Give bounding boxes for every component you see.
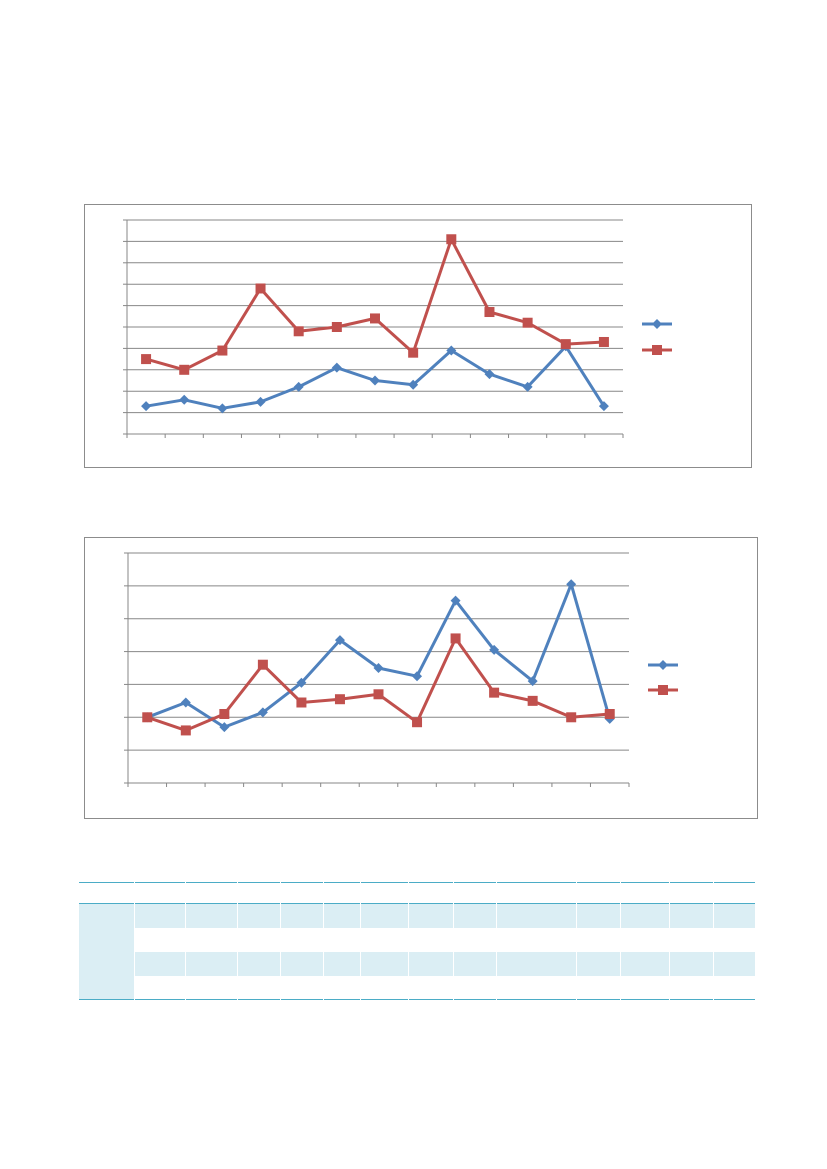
chart-1-plot [123, 219, 672, 438]
series-2-point [217, 345, 228, 356]
table-bottom-border [79, 999, 755, 1000]
series-2-point [255, 283, 266, 294]
table-header-border [79, 903, 755, 904]
series-2-point [293, 326, 304, 337]
series-1-point [370, 375, 380, 386]
series-1-point [450, 595, 461, 606]
series-2-point [446, 234, 457, 245]
legend-swatch-marker [652, 319, 662, 329]
table-column-divider [185, 882, 186, 1000]
series-1-point [446, 345, 457, 356]
series-2-point [489, 687, 500, 698]
series-1-point [180, 697, 191, 708]
chart-2-plot [124, 552, 678, 787]
series-1-point [296, 677, 307, 688]
series-1-point [179, 394, 190, 405]
table-column-divider [620, 882, 621, 1000]
series-1-point [566, 579, 577, 590]
series-1-point [141, 401, 152, 412]
table-column-divider [134, 882, 135, 1000]
legend-swatch-marker [652, 345, 662, 355]
series-2-point [598, 336, 609, 347]
series-2-point [141, 354, 152, 365]
table-column-divider [576, 882, 577, 1000]
table-column-divider [280, 882, 281, 1000]
series-1-point [257, 707, 268, 718]
series-2-point [566, 712, 577, 723]
series-2-point [180, 725, 191, 736]
series-1-point [331, 362, 342, 373]
series-2-point [522, 317, 533, 328]
series-2-point [604, 709, 615, 719]
series-2-point [179, 364, 190, 375]
table-row [79, 952, 755, 976]
table-column-divider [237, 882, 238, 1000]
table-column-divider [713, 882, 714, 1000]
series-2-point [560, 339, 571, 350]
series-2-point [257, 659, 268, 670]
table-row-label-cell [79, 928, 134, 952]
series-1-point [334, 635, 345, 646]
series-2-point [370, 313, 380, 324]
series-1-point [373, 663, 384, 673]
table-row [79, 904, 755, 928]
series-1-point [484, 369, 495, 380]
series-2-point [296, 697, 307, 708]
series-2-point [334, 694, 345, 705]
series-2-point [219, 709, 230, 719]
series-2-point [142, 712, 153, 723]
table-row-label-cell [79, 976, 134, 1000]
series-2-point [373, 689, 384, 700]
series-2-point [412, 717, 423, 728]
table-column-divider [453, 882, 454, 1000]
series-1-point [408, 379, 419, 390]
chart-1 [84, 204, 752, 468]
series-2-point [527, 695, 538, 706]
series-1-point [522, 381, 533, 392]
series-1-point [217, 403, 228, 414]
data-table [79, 882, 755, 1000]
series-1-point [255, 396, 266, 407]
series-2-point [408, 347, 419, 358]
series-1-point [527, 676, 538, 687]
series-2-point [450, 633, 461, 644]
legend-swatch-marker [658, 660, 668, 670]
series-2-line [145, 237, 604, 372]
series-1-point [219, 722, 230, 733]
series-1-point [293, 381, 304, 392]
table-column-divider [408, 882, 409, 1000]
table-column-divider [496, 882, 497, 1000]
table-top-border [79, 882, 755, 883]
chart-2 [84, 537, 758, 819]
series-1-point [489, 644, 500, 655]
series-1-point [598, 401, 609, 412]
series-2-point [484, 307, 495, 318]
series-2-point [331, 322, 342, 332]
table-column-divider [323, 882, 324, 1000]
table-column-divider [360, 882, 361, 1000]
table-column-divider [669, 882, 670, 1000]
series-1-point [412, 671, 423, 682]
legend-swatch-marker [658, 685, 668, 695]
